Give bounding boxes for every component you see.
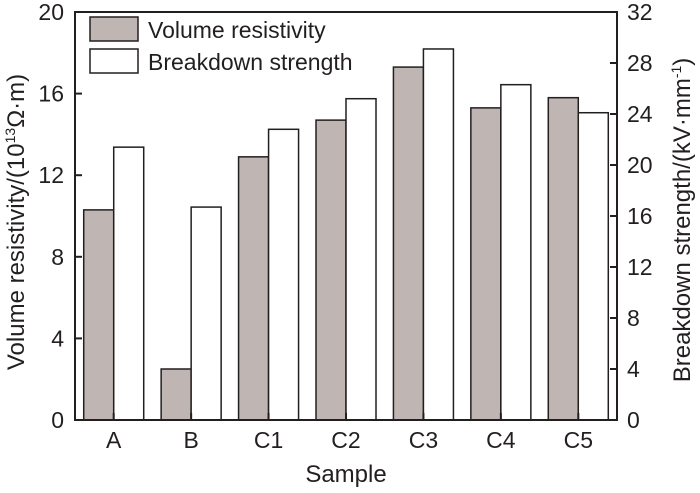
x-tick-label: C5 bbox=[564, 427, 593, 453]
x-axis-title: Sample bbox=[305, 461, 386, 488]
legend-swatch-volume-resistivity bbox=[89, 16, 139, 42]
y2-tick-label: 4 bbox=[627, 356, 640, 382]
y-axis-title-tail: Ω·m) bbox=[3, 74, 30, 128]
plot-frame bbox=[74, 11, 618, 421]
x-tick-label: C2 bbox=[331, 427, 360, 453]
legend-label-breakdown-strength: Breakdown strength bbox=[148, 49, 353, 75]
bar-breakdown-strength-c5 bbox=[577, 111, 610, 421]
bar-volume-resistivity-c4 bbox=[470, 107, 502, 421]
y2-tick-label: 8 bbox=[627, 305, 640, 331]
bar-volume-resistivity-a bbox=[82, 209, 115, 421]
ticks-group: 0 4 8 12 16 20 0 4 8 12 16 20 24 28 32 A B C1 C2 C3 C4 C5 bbox=[38, 0, 652, 453]
bar-volume-resistivity-c2 bbox=[315, 119, 347, 421]
y2-tick-label: 32 bbox=[627, 0, 653, 25]
bar-breakdown-strength-c4 bbox=[500, 83, 532, 421]
y-tick-label: 4 bbox=[51, 325, 64, 351]
y2-tick-label: 20 bbox=[627, 152, 653, 178]
x-tick-label: C4 bbox=[486, 427, 516, 453]
legend-label-volume-resistivity: Volume resistivity bbox=[148, 17, 326, 43]
bar-volume-resistivity-b bbox=[160, 368, 192, 421]
bar-breakdown-strength-c1 bbox=[267, 128, 300, 421]
legend-swatch-breakdown-strength bbox=[89, 48, 139, 74]
bar-breakdown-strength-c3 bbox=[422, 48, 455, 421]
y2-tick-label: 24 bbox=[627, 101, 653, 127]
y-tick-label: 0 bbox=[51, 407, 64, 433]
y-axis-title-sup: 13 bbox=[2, 128, 18, 144]
y-axis-title-main: Volume resistivity/(10 bbox=[3, 143, 30, 370]
legend: Volume resistivity Breakdown strength bbox=[89, 16, 353, 75]
x-tick-label: B bbox=[183, 427, 198, 453]
bar-volume-resistivity-c3 bbox=[392, 66, 425, 421]
y-tick-label: 20 bbox=[38, 0, 64, 25]
y-axis-title: Volume resistivity/(1013Ω·m) bbox=[2, 74, 30, 370]
bar-breakdown-strength-b bbox=[190, 206, 222, 421]
y-tick-label: 16 bbox=[38, 81, 64, 107]
y-tick-label: 8 bbox=[51, 244, 64, 270]
bar-volume-resistivity-c1 bbox=[237, 156, 270, 421]
y2-tick-label: 0 bbox=[627, 407, 640, 433]
bar-volume-resistivity-c5 bbox=[547, 96, 580, 421]
bars-group bbox=[82, 48, 610, 421]
x-tick-label: C1 bbox=[254, 427, 283, 453]
y2-axis-title-tail: ) bbox=[669, 58, 696, 66]
y2-tick-label: 12 bbox=[627, 254, 653, 280]
y2-axis-title-sup: -1 bbox=[668, 66, 684, 79]
y2-tick-label: 28 bbox=[627, 50, 653, 76]
y-tick-label: 12 bbox=[38, 162, 64, 188]
y2-axis-title: Breakdown strength/(kV·mm-1) bbox=[668, 58, 696, 383]
x-tick-label: A bbox=[106, 427, 122, 453]
bar-breakdown-strength-c2 bbox=[345, 97, 377, 421]
bar-breakdown-strength-a bbox=[112, 146, 145, 421]
y2-tick-label: 16 bbox=[627, 203, 653, 229]
x-tick-label: C3 bbox=[409, 427, 438, 453]
y2-axis-title-main: Breakdown strength/(kV·mm bbox=[669, 78, 696, 382]
